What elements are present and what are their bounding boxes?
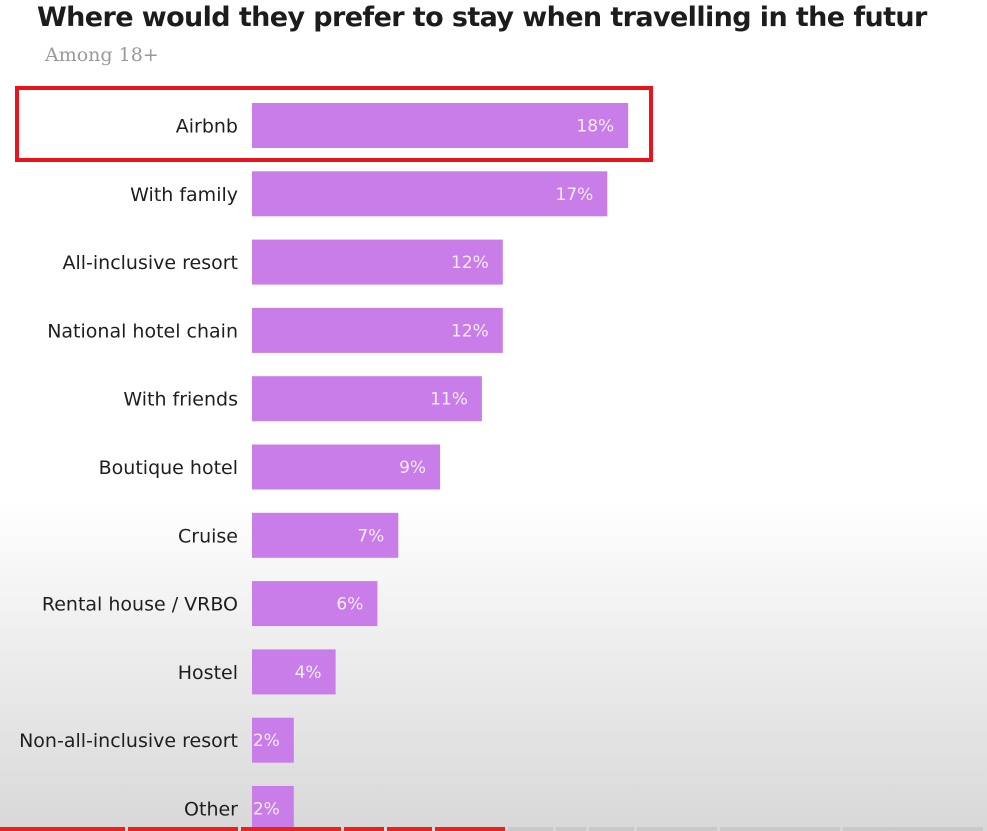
progress-segment[interactable] — [720, 827, 840, 831]
value-label: 12% — [451, 321, 489, 341]
bar-group: Cruise 7% — [178, 512, 399, 558]
category-label: Cruise — [178, 525, 238, 547]
value-label: 11% — [430, 390, 468, 410]
bar — [252, 444, 441, 490]
value-label: 18% — [576, 117, 614, 137]
bar — [252, 307, 503, 353]
value-label: 7% — [357, 526, 384, 546]
bar-group: Airbnb 18% — [176, 103, 629, 148]
bar — [252, 581, 378, 627]
progress-segment[interactable] — [344, 827, 384, 831]
bar-group: Boutique hotel 9% — [99, 444, 441, 490]
chart-title: Where would they prefer to stay when tra… — [37, 2, 927, 33]
bar — [252, 717, 294, 763]
category-label: With friends — [123, 389, 238, 411]
category-label: Rental house / VRBO — [42, 594, 238, 616]
progress-segment[interactable] — [387, 827, 432, 831]
progress-segment[interactable] — [589, 827, 634, 831]
progress-segment[interactable] — [508, 827, 553, 831]
category-label: Boutique hotel — [99, 457, 238, 479]
bar — [252, 376, 482, 422]
category-label: All-inclusive resort — [62, 252, 238, 274]
category-label: Airbnb — [176, 116, 238, 138]
bar-group: Non-all-inclusive resort 2% — [19, 717, 294, 763]
bar — [252, 786, 294, 831]
bar — [252, 171, 608, 217]
bar — [252, 239, 503, 285]
value-label: 9% — [399, 458, 426, 478]
category-label: Non-all-inclusive resort — [19, 730, 238, 752]
value-label: 2% — [253, 800, 280, 820]
category-label: Other — [184, 799, 238, 821]
bar — [252, 649, 336, 695]
bar-group: Other 2% — [184, 786, 294, 831]
progress-segment[interactable] — [843, 827, 983, 831]
value-label: 6% — [336, 595, 363, 615]
value-label: 4% — [295, 663, 322, 683]
bar-group: All-inclusive resort 12% — [62, 239, 503, 285]
progress-segment[interactable] — [435, 827, 505, 831]
chart-subtitle: Among 18+ — [45, 44, 159, 66]
value-label: 12% — [451, 253, 489, 273]
progress-segment[interactable] — [128, 827, 238, 831]
bar-group: Rental house / VRBO 6% — [42, 581, 378, 627]
bar — [252, 103, 629, 148]
bar-group: With friends 11% — [123, 376, 482, 422]
progress-segment[interactable] — [241, 827, 341, 831]
progress-segment[interactable] — [556, 827, 586, 831]
bar — [252, 512, 399, 558]
bar-group: With family 17% — [130, 171, 608, 217]
value-label: 17% — [556, 185, 594, 205]
progress-segment[interactable] — [637, 827, 717, 831]
highlight-box — [15, 86, 653, 162]
category-label: National hotel chain — [47, 320, 238, 342]
progress-segment[interactable] — [0, 827, 125, 831]
video-progress-bar[interactable] — [0, 827, 987, 831]
bar-group: National hotel chain 12% — [47, 307, 503, 353]
bar-group: Hostel 4% — [178, 649, 336, 695]
category-label: With family — [130, 184, 238, 206]
category-label: Hostel — [178, 662, 238, 684]
value-label: 2% — [253, 731, 280, 751]
